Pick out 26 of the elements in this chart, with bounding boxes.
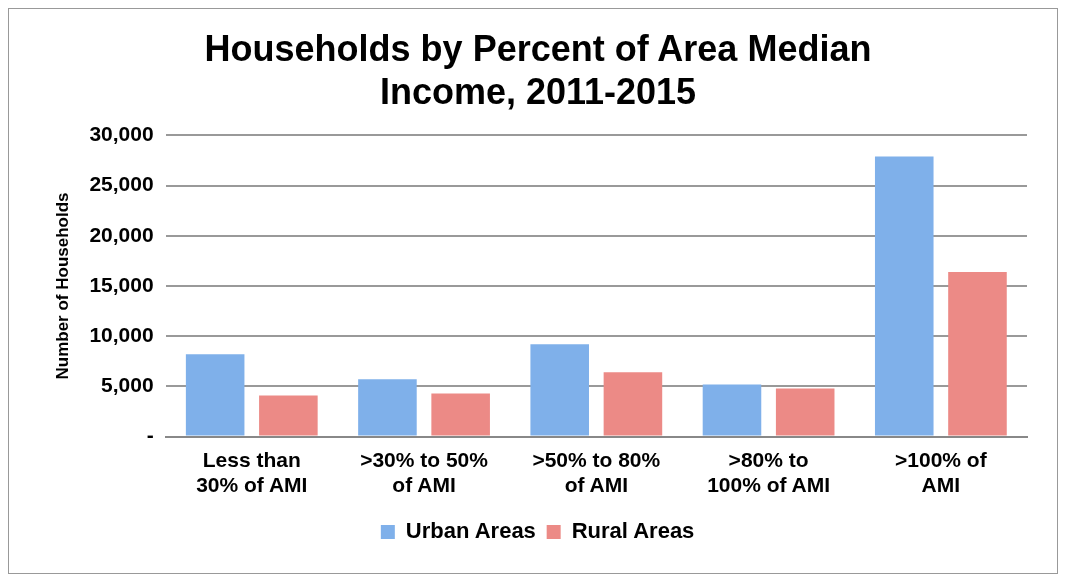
- x-tick-label: >80% to 100% of AMI: [707, 448, 831, 497]
- chart-title: Households by Percent of Area Median Income, 2011-2015: [204, 27, 872, 112]
- y-tick-label: -: [146, 423, 154, 447]
- bar: [603, 372, 663, 436]
- legend-label: Urban Areas: [405, 518, 536, 544]
- bar: [775, 388, 835, 436]
- y-tick-label: 30,000: [89, 122, 154, 146]
- legend-label: Rural Areas: [571, 518, 695, 544]
- y-tick-label: 25,000: [89, 172, 154, 196]
- y-tick-label: 15,000: [89, 272, 154, 296]
- bar: [431, 393, 490, 436]
- bar: [259, 395, 318, 436]
- x-tick-label: >50% to 80% of AMI: [532, 448, 661, 497]
- y-tick-label: 10,000: [89, 323, 154, 346]
- bar: [358, 379, 417, 436]
- bar: [702, 384, 762, 436]
- bar: [185, 354, 245, 436]
- bar: [530, 344, 589, 436]
- x-tick-label: >30% to 50% of AMI: [360, 448, 489, 497]
- y-tick-label: 5,000: [101, 373, 154, 397]
- x-tick-label: Less than 30% of AMI: [196, 448, 308, 497]
- x-tick-label: >100% of AMI: [895, 448, 988, 497]
- y-axis-title: Number of Households: [52, 192, 72, 380]
- bar: [874, 156, 934, 436]
- bar: [948, 271, 1007, 436]
- y-tick-label: 20,000: [89, 222, 154, 246]
